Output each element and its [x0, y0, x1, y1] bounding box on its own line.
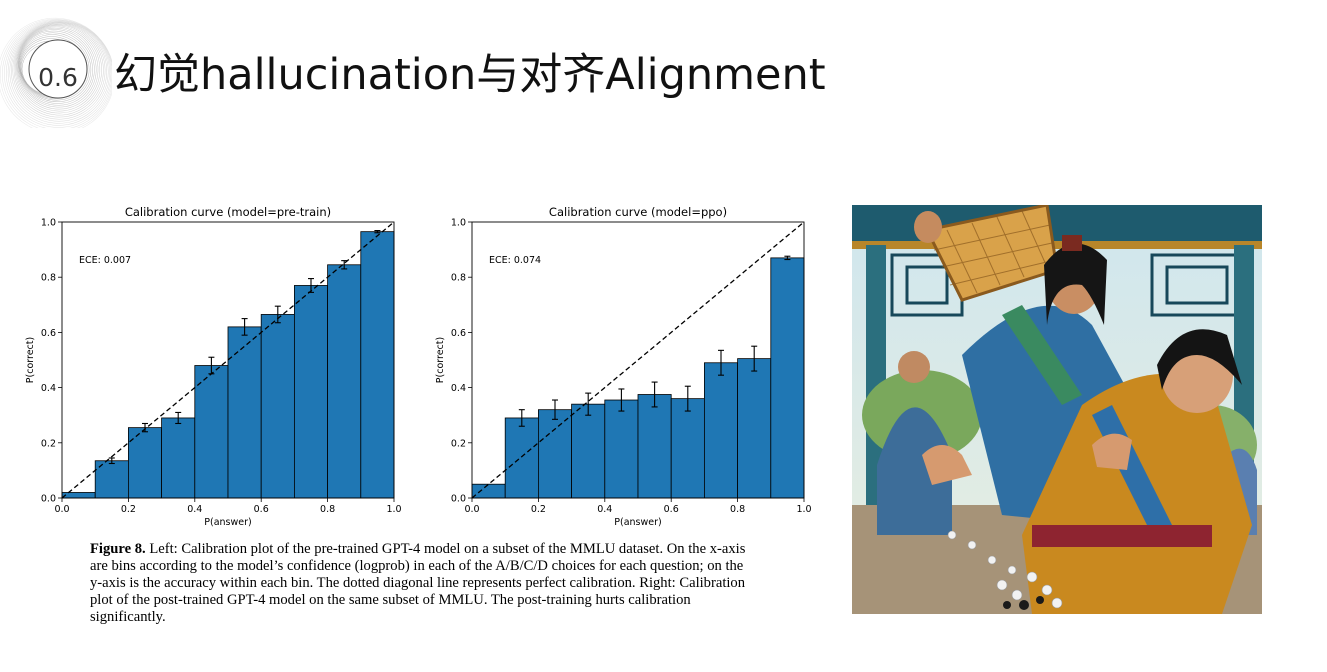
bar-bin-1 — [61, 492, 96, 499]
error-bar-6 — [241, 318, 248, 336]
badge-swirl-ring — [14, 24, 102, 114]
x-tick-label: 0.0 — [464, 504, 479, 515]
error-bar-9 — [751, 345, 758, 372]
y-tick-label: 1.0 — [451, 218, 466, 229]
error-bar-8 — [718, 349, 724, 376]
plot-frame — [471, 221, 805, 499]
error-bar-6 — [651, 381, 658, 408]
bar-bin-10 — [770, 257, 805, 499]
badge-swirl-ring — [7, 21, 110, 124]
bar-bin-9 — [327, 264, 362, 499]
ece-annotation: ECE: 0.074 — [489, 255, 541, 266]
bar-bin-3 — [538, 409, 573, 499]
error-bar-4 — [175, 411, 182, 425]
badge-swirl-ring — [17, 27, 97, 108]
badge-swirl-ring — [13, 23, 104, 116]
error-bar-2 — [108, 457, 115, 465]
badge-swirl-ring — [4, 20, 113, 128]
y-tick-label: 1.0 — [41, 218, 56, 229]
badge-swirl-ring — [15, 25, 101, 112]
x-tick-label: 0.4 — [187, 504, 202, 515]
badge-swirl-ring — [18, 32, 92, 102]
x-tick-label: 0.2 — [121, 504, 136, 515]
error-bar-4 — [585, 392, 592, 416]
ece-annotation: ECE: 0.007 — [79, 255, 131, 266]
badge-swirl-ring — [19, 34, 90, 101]
error-bar-5 — [618, 388, 625, 412]
plot-frame — [61, 221, 395, 499]
error-bar-10 — [784, 255, 791, 261]
error-bar-3 — [552, 399, 558, 420]
section-badge-swirl-icon — [0, 17, 115, 134]
badge-swirl-ring — [18, 30, 93, 104]
bar-bin-8 — [293, 285, 328, 499]
error-bar-3 — [142, 422, 148, 433]
badge-swirl-ring — [9, 22, 109, 122]
error-bar-2 — [518, 409, 525, 427]
badge-circle — [28, 39, 88, 99]
figure-caption-label: Figure 8. — [90, 541, 146, 557]
y-tick-label: 0.0 — [451, 494, 466, 505]
section-number: 0.6 — [38, 63, 78, 92]
y-tick-label: 0.2 — [451, 438, 466, 449]
badge-swirl-ring — [17, 29, 95, 106]
x-tick-label: 0.2 — [531, 504, 546, 515]
y-tick-label: 0.0 — [41, 494, 56, 505]
bar-bin-2 — [504, 417, 539, 499]
badge-swirl-ring — [0, 18, 114, 132]
x-tick-label: 1.0 — [386, 504, 401, 515]
bar-bin-3 — [128, 427, 163, 499]
slide-title: 幻觉hallucination与对齐Alignment — [114, 50, 826, 100]
y-tick-label: 0.6 — [451, 328, 466, 339]
error-bar-9 — [341, 260, 348, 270]
x-tick-label: 0.8 — [320, 504, 335, 515]
calibration-chart-ppo: Calibration curve (model=ppo) 0.0 0.2 0.4 0.… — [435, 205, 812, 528]
calibration-chart-pre-train: Calibration curve (model=pre-train)0.0 0.… — [25, 205, 402, 528]
figure-caption: Figure 8. Left: Calibration plot of the … — [90, 541, 755, 626]
bar-bin-8 — [703, 362, 738, 499]
badge-swirl-ring — [0, 17, 115, 134]
badge-swirl-ring — [12, 23, 106, 118]
x-tick-label: 0.0 — [54, 504, 69, 515]
y-tick-label: 0.8 — [41, 273, 56, 284]
figure-caption-text: Left: Calibration plot of the pre-traine… — [90, 541, 746, 625]
badge-swirl-ring — [16, 26, 99, 110]
bar-bin-10 — [360, 231, 395, 499]
bar-bin-9 — [737, 358, 772, 499]
error-bar-7 — [684, 385, 691, 412]
chart-title: Calibration curve (model=ppo) — [549, 205, 727, 219]
y-tick-label: 0.2 — [41, 438, 56, 449]
x-tick-label: 0.6 — [254, 504, 269, 515]
bar-bin-7 — [670, 398, 705, 499]
x-axis-label: P(answer) — [204, 517, 251, 528]
x-tick-label: 0.8 — [730, 504, 745, 515]
badge-swirl-ring — [11, 22, 107, 120]
x-axis-label: P(answer) — [614, 517, 661, 528]
y-tick-label: 0.6 — [41, 328, 56, 339]
y-tick-label: 0.4 — [451, 383, 466, 394]
bar-bin-5 — [604, 399, 639, 499]
bar-bin-4 — [571, 403, 606, 499]
x-tick-label: 0.4 — [597, 504, 612, 515]
chess-game-illustration — [852, 205, 1262, 614]
error-bar-10 — [374, 230, 381, 234]
y-axis-label: P(correct) — [435, 337, 446, 383]
x-tick-label: 1.0 — [796, 504, 811, 515]
error-bar-7 — [274, 305, 281, 324]
x-tick-label: 0.6 — [664, 504, 679, 515]
y-tick-label: 0.8 — [451, 273, 466, 284]
bar-bin-6 — [227, 326, 262, 499]
bar-bin-1 — [471, 483, 506, 499]
section-badge: 0.6 — [0, 10, 115, 134]
bar-bin-7 — [260, 314, 295, 499]
chart-title: Calibration curve (model=pre-train) — [125, 205, 331, 219]
badge-swirl-ring — [2, 19, 114, 130]
bar-bin-5 — [194, 365, 229, 499]
y-axis-label: P(correct) — [25, 337, 36, 383]
bar-bin-4 — [161, 417, 196, 499]
y-tick-label: 0.4 — [41, 383, 56, 394]
badge-swirl-ring — [5, 20, 112, 126]
bar-bin-6 — [637, 394, 672, 499]
